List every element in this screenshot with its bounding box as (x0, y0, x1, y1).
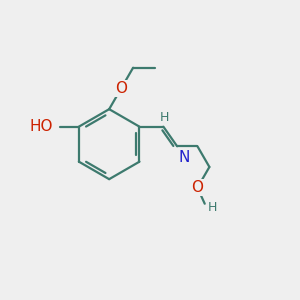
Text: H: H (160, 111, 170, 124)
Text: O: O (115, 81, 127, 96)
Text: HO: HO (29, 119, 52, 134)
Text: O: O (191, 180, 203, 195)
Text: N: N (178, 150, 190, 165)
Text: H: H (208, 201, 217, 214)
